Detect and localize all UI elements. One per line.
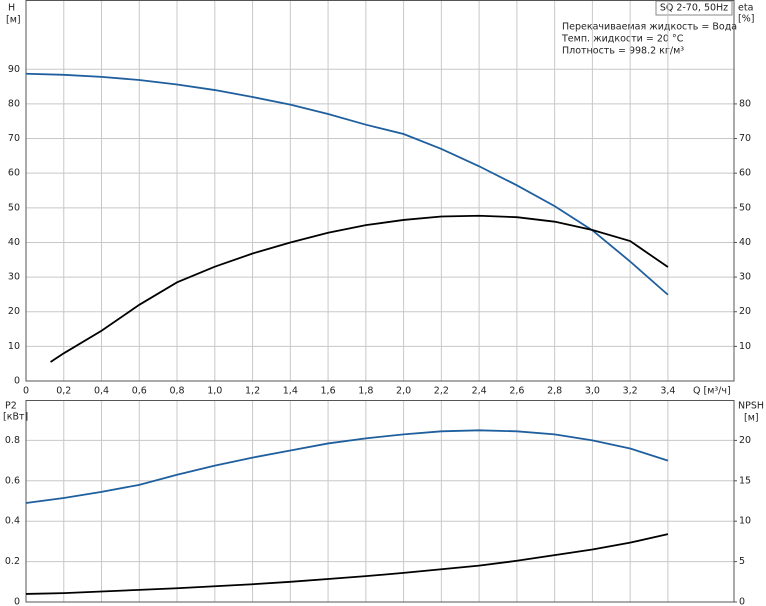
y-axis-label: P2	[5, 401, 17, 412]
x-tick-label: 0,2	[56, 386, 71, 397]
y-tick-label: 0	[14, 376, 20, 387]
y2-tick-label: 70	[739, 133, 751, 144]
x-tick-label: 3,0	[585, 386, 600, 397]
y2-tick-label: 30	[739, 272, 751, 283]
y-tick-label: 0.8	[5, 435, 20, 446]
y-axis-unit: [кВт]	[3, 412, 28, 423]
curve	[25, 429, 669, 504]
x-tick-label: 2,4	[472, 386, 487, 397]
y2-tick-label: 50	[739, 202, 751, 213]
plot-frame	[25, 400, 735, 603]
info-line: Перекачиваемая жидкость = Вода	[562, 22, 737, 33]
x-tick-label: 0,4	[94, 386, 109, 397]
x-tick-label: 1,8	[358, 386, 373, 397]
y-tick-label: 0.2	[5, 556, 20, 567]
x-tick-label: 2,2	[434, 386, 449, 397]
y2-tick-label: 15	[739, 475, 751, 486]
x-tick-label: 2,6	[509, 386, 524, 397]
x-axis-label: Q [м³/ч]	[693, 386, 731, 397]
y2-tick-label: 10	[739, 341, 751, 352]
x-tick-label: 1,6	[321, 386, 336, 397]
y2-axis-unit: [м]	[744, 413, 759, 424]
x-tick-label: 0,6	[132, 386, 147, 397]
y-tick-label: 90	[8, 64, 20, 75]
x-tick-label: 3,4	[660, 386, 675, 397]
x-tick-label: 1,2	[245, 386, 260, 397]
curve	[25, 533, 669, 595]
y2-tick-label: 80	[739, 98, 751, 109]
y-tick-label: 10	[8, 341, 20, 352]
y-axis-unit: [м]	[6, 15, 21, 26]
info-box-text: SQ 2-70, 50Hz	[660, 3, 728, 14]
y2-axis-label: eta	[738, 3, 753, 14]
x-tick-label: 2,8	[547, 386, 562, 397]
curve	[50, 214, 669, 363]
y-tick-label: 0.6	[5, 475, 20, 486]
x-tick-label: 0,8	[169, 386, 184, 397]
y2-tick-label: 40	[739, 237, 751, 248]
y2-tick-label: 20	[739, 306, 751, 317]
y-tick-label: 0	[14, 597, 20, 606]
x-tick-label: 1,4	[283, 386, 298, 397]
y-tick-label: 70	[8, 133, 20, 144]
y2-tick-label: 10	[739, 516, 751, 527]
y-tick-label: 60	[8, 168, 20, 179]
y-tick-label: 20	[8, 306, 20, 317]
x-tick-label: 0	[23, 386, 29, 397]
x-tick-label: 3,2	[623, 386, 638, 397]
y-tick-label: 80	[8, 98, 20, 109]
plot-frame	[25, 0, 735, 382]
y-tick-label: 30	[8, 272, 20, 283]
x-tick-label: 2,0	[396, 386, 411, 397]
y-axis-label: H	[8, 3, 15, 14]
y-tick-label: 40	[8, 237, 20, 248]
y2-tick-label: 5	[739, 556, 745, 567]
y2-axis-unit: [%]	[738, 14, 754, 25]
info-line: Темп. жидкости = 20 °C	[561, 34, 684, 45]
curve	[25, 72, 669, 296]
y2-tick-label: 0	[739, 597, 745, 606]
y2-axis-label: NPSH	[738, 401, 764, 412]
y2-tick-label: 20	[739, 435, 751, 446]
info-line: Плотность = 998.2 кг/м³	[562, 46, 684, 57]
y-tick-label: 0.4	[5, 516, 20, 527]
y2-tick-label: 60	[739, 168, 751, 179]
y-tick-label: 50	[8, 202, 20, 213]
x-tick-label: 1,0	[207, 386, 222, 397]
